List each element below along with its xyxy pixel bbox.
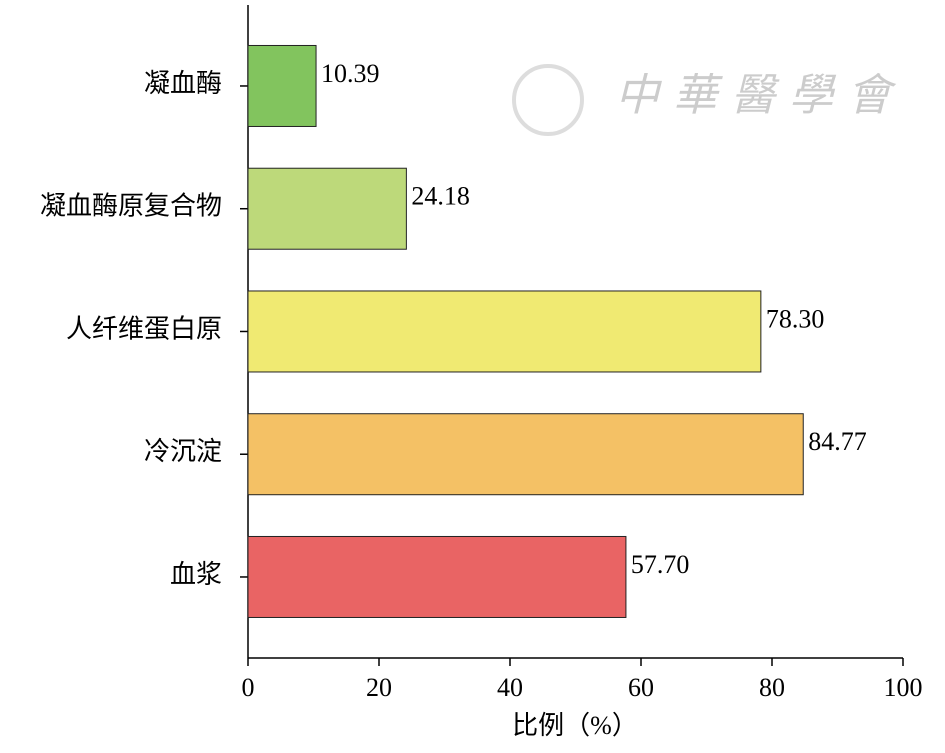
x-tick-label: 80 <box>759 673 785 702</box>
bar <box>247 535 627 618</box>
value-label: 78.30 <box>766 304 825 333</box>
x-tick-label: 20 <box>366 673 392 702</box>
watermark-logo <box>512 64 584 136</box>
x-tick-label: 0 <box>242 673 255 702</box>
bar <box>247 290 762 373</box>
y-tick-label: 凝血酶 <box>144 69 222 98</box>
value-label: 84.77 <box>808 427 867 456</box>
bar <box>247 167 407 250</box>
bar <box>247 413 804 496</box>
x-tick-label: 40 <box>497 673 523 702</box>
bar <box>247 44 317 127</box>
value-label: 24.18 <box>411 182 470 211</box>
x-tick-label: 60 <box>628 673 654 702</box>
value-label: 57.70 <box>631 550 690 579</box>
y-tick-label: 人纤维蛋白原 <box>66 314 222 343</box>
y-tick-label: 血浆 <box>170 560 222 589</box>
y-tick-label: 冷沉淀 <box>144 437 222 466</box>
x-tick-label: 100 <box>884 673 923 702</box>
x-axis-label: 比例（%） <box>512 711 638 740</box>
watermark: 中華醫學會 <box>615 71 905 120</box>
y-tick-label: 凝血酶原复合物 <box>40 192 222 221</box>
value-label: 10.39 <box>321 59 380 88</box>
